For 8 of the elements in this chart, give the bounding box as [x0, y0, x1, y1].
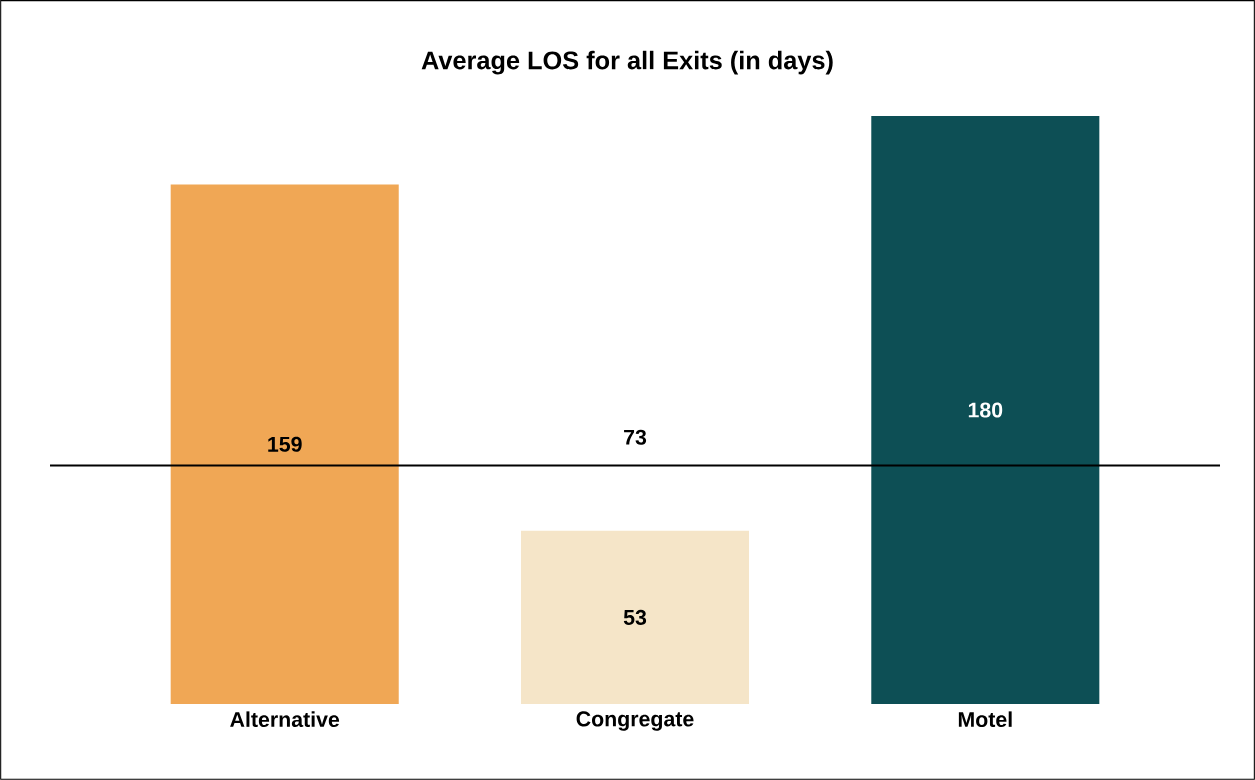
x-tick-label: Alternative	[230, 711, 340, 728]
data-label: 180	[968, 402, 1003, 418]
x-tick-label: Motel	[958, 711, 1012, 728]
ref-line-label: 73	[624, 429, 647, 445]
chart-title: Average LOS for all Exits (in days)	[421, 50, 833, 75]
data-label: 159	[268, 436, 302, 452]
x-tick-label: Congregate	[576, 711, 694, 731]
data-label: 53	[623, 609, 647, 625]
